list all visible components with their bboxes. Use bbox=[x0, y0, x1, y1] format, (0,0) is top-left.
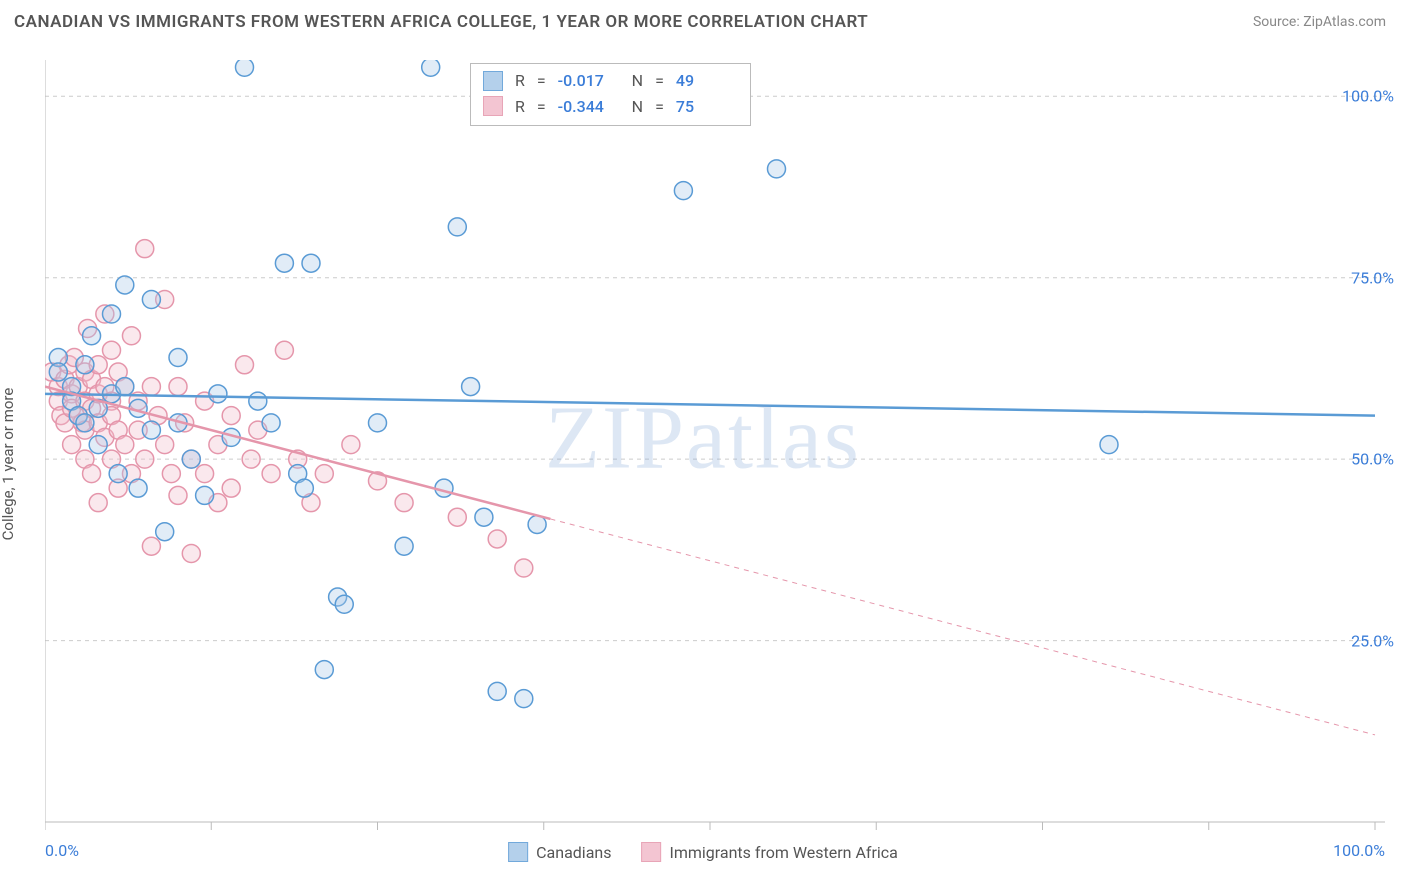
legend-item-immigrants: Immigrants from Western Africa bbox=[641, 842, 897, 862]
y-tick-label: 75.0% bbox=[1351, 268, 1394, 287]
y-axis-label: College, 1 year or more bbox=[0, 388, 17, 541]
equals-sign: = bbox=[655, 68, 664, 94]
chart-title: CANADIAN VS IMMIGRANTS FROM WESTERN AFRI… bbox=[14, 12, 868, 32]
swatch-immigrants-icon bbox=[641, 842, 661, 862]
legend-label-canadians: Canadians bbox=[536, 843, 611, 862]
r-value-2: -0.344 bbox=[558, 94, 620, 120]
x-tick-100: 100.0% bbox=[1333, 841, 1385, 860]
legend-item-canadians: Canadians bbox=[508, 842, 611, 862]
chart-source: Source: ZipAtlas.com bbox=[1253, 14, 1386, 30]
n-value-2: 75 bbox=[676, 94, 738, 120]
legend-row-1: R = -0.017 N = 49 bbox=[483, 68, 738, 94]
swatch-canadians-icon bbox=[483, 71, 503, 91]
r-label: R bbox=[515, 68, 525, 94]
y-tick-label: 25.0% bbox=[1351, 631, 1394, 650]
scatter-plot bbox=[45, 60, 1385, 840]
y-tick-label: 50.0% bbox=[1351, 450, 1394, 469]
y-tick-label: 100.0% bbox=[1342, 87, 1394, 106]
swatch-immigrants-icon bbox=[483, 96, 503, 116]
equals-sign: = bbox=[537, 68, 546, 94]
chart-header: CANADIAN VS IMMIGRANTS FROM WESTERN AFRI… bbox=[14, 12, 1386, 32]
x-tick-0: 0.0% bbox=[45, 841, 79, 860]
equals-sign: = bbox=[655, 94, 664, 120]
correlation-legend: R = -0.017 N = 49 R = -0.344 N = 75 bbox=[470, 63, 751, 126]
n-label: N bbox=[632, 94, 643, 120]
r-label: R bbox=[515, 94, 525, 120]
chart-container: College, 1 year or more ZIPatlas R = -0.… bbox=[0, 40, 1406, 870]
r-value-1: -0.017 bbox=[558, 68, 620, 94]
equals-sign: = bbox=[537, 94, 546, 120]
swatch-canadians-icon bbox=[508, 842, 528, 862]
legend-row-2: R = -0.344 N = 75 bbox=[483, 94, 738, 120]
n-label: N bbox=[632, 68, 643, 94]
legend-label-immigrants: Immigrants from Western Africa bbox=[669, 843, 897, 862]
series-legend: Canadians Immigrants from Western Africa bbox=[508, 842, 898, 862]
n-value-1: 49 bbox=[676, 68, 738, 94]
